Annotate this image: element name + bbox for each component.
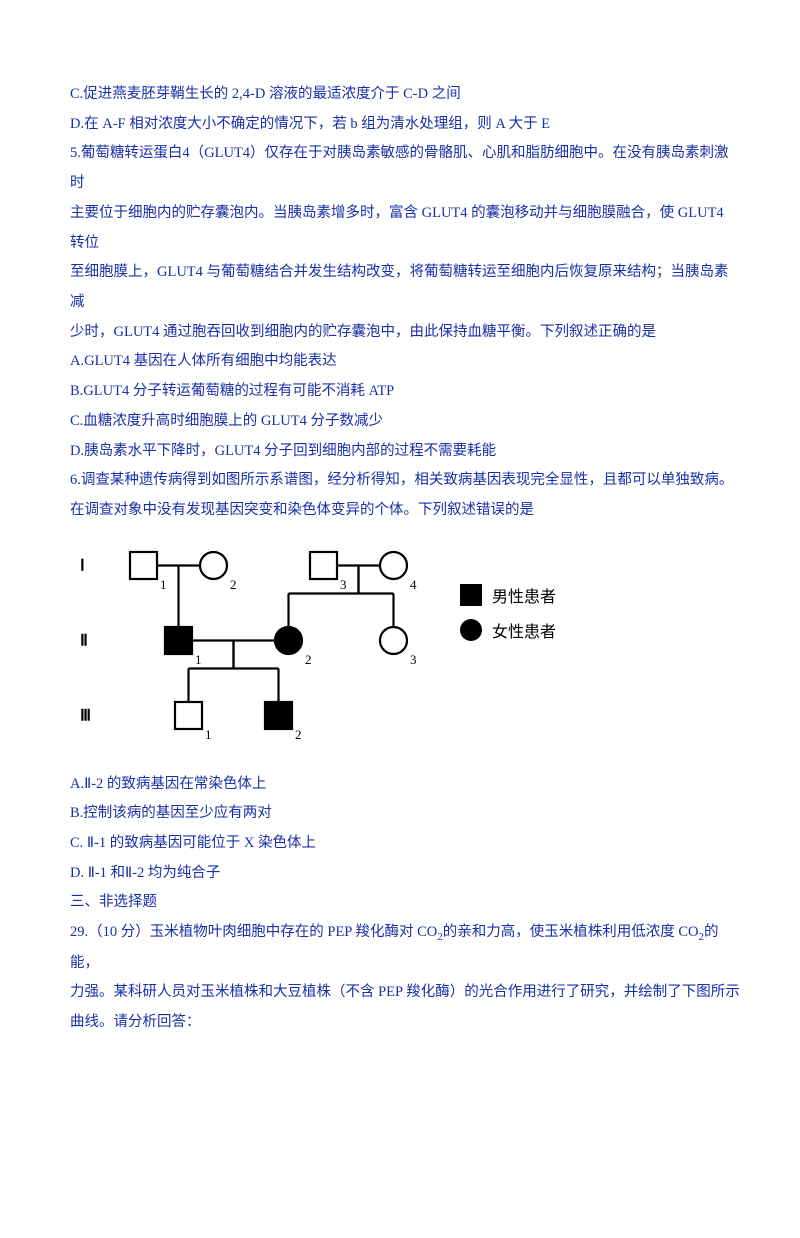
q5-line4: 少时，GLUT4 通过胞吞回收到细胞内的贮存囊泡中，由此保持血糖平衡。下列叙述正…	[70, 318, 740, 348]
q5-line2: 主要位于细胞内的贮存囊泡内。当胰岛素增多时，富含 GLUT4 的囊泡移动并与细胞…	[70, 199, 740, 258]
svg-text:男性患者: 男性患者	[492, 588, 556, 606]
svg-text:2: 2	[295, 727, 302, 742]
q6-line2: 在调查对象中没有发现基因突变和染色体变异的个体。下列叙述错误的是	[70, 496, 740, 526]
q6-opt-a: A.Ⅱ-2 的致病基因在常染色体上	[70, 770, 740, 800]
q6-line1: 6.调查某种遗传病得到如图所示系谱图，经分析得知，相关致病基因表现完全显性，且都…	[70, 466, 740, 496]
svg-text:女性患者: 女性患者	[492, 622, 556, 641]
q5-opt-b: B.GLUT4 分子转运葡萄糖的过程有可能不消耗 ATP	[70, 377, 740, 407]
svg-text:1: 1	[195, 652, 202, 667]
svg-text:2: 2	[230, 577, 237, 592]
q6-opt-c: C. Ⅱ-1 的致病基因可能位于 X 染色体上	[70, 829, 740, 859]
svg-text:1: 1	[160, 577, 167, 592]
q5-opt-d: D.胰岛素水平下降时，GLUT4 分子回到细胞内部的过程不需要耗能	[70, 437, 740, 467]
svg-text:Ⅲ: Ⅲ	[80, 707, 91, 724]
q29-line1: 29.（10 分）玉米植物叶肉细胞中存在的 PEP 羧化酶对 CO2的亲和力高，…	[70, 918, 740, 978]
svg-text:Ⅰ: Ⅰ	[80, 557, 85, 574]
q5-opt-c: C.血糖浓度升高时细胞膜上的 GLUT4 分子数减少	[70, 407, 740, 437]
q29-line1a: 29.（10 分）玉米植物叶肉细胞中存在的 PEP 羧化酶对 CO	[70, 924, 437, 940]
option-c: C.促进燕麦胚芽鞘生长的 2,4-D 溶液的最适浓度介于 C-D 之间	[70, 80, 740, 110]
q6-opt-b: B.控制该病的基因至少应有两对	[70, 799, 740, 829]
q5-opt-a: A.GLUT4 基因在人体所有细胞中均能表达	[70, 347, 740, 377]
option-d: D.在 A-F 相对浓度大小不确定的情况下，若 b 组为清水处理组，则 A 大于…	[70, 110, 740, 140]
q5-line1: 5.葡萄糖转运蛋白4（GLUT4）仅存在于对胰岛素敏感的骨骼肌、心肌和脂肪细胞中…	[70, 139, 740, 198]
q29-line1b: 的亲和力高，使玉米植株利用低浓度 CO	[443, 924, 699, 940]
svg-text:3: 3	[410, 652, 417, 667]
q29-line3: 曲线。请分析回答：	[70, 1008, 740, 1038]
section-3-title: 三、非选择题	[70, 888, 740, 918]
q5-line3: 至细胞膜上，GLUT4 与葡萄糖结合并发生结构改变，将葡萄糖转运至细胞内后恢复原…	[70, 258, 740, 317]
svg-text:1: 1	[205, 727, 212, 742]
svg-text:3: 3	[340, 577, 347, 592]
q29-line2: 力强。某科研人员对玉米植株和大豆植株（不含 PEP 羧化酶）的光合作用进行了研究…	[70, 978, 740, 1008]
pedigree-diagram: 1 2 3 4 1 2 3 1 2 Ⅰ Ⅱ Ⅲ 男性患者女性患者	[70, 526, 740, 770]
svg-text:2: 2	[305, 652, 312, 667]
pedigree-svg: 1 2 3 4 1 2 3 1 2 Ⅰ Ⅱ Ⅲ 男性患者女性患者	[70, 532, 610, 752]
q6-opt-d: D. Ⅱ-1 和Ⅱ-2 均为纯合子	[70, 859, 740, 889]
svg-text:Ⅱ: Ⅱ	[80, 632, 88, 649]
svg-text:4: 4	[410, 577, 417, 592]
